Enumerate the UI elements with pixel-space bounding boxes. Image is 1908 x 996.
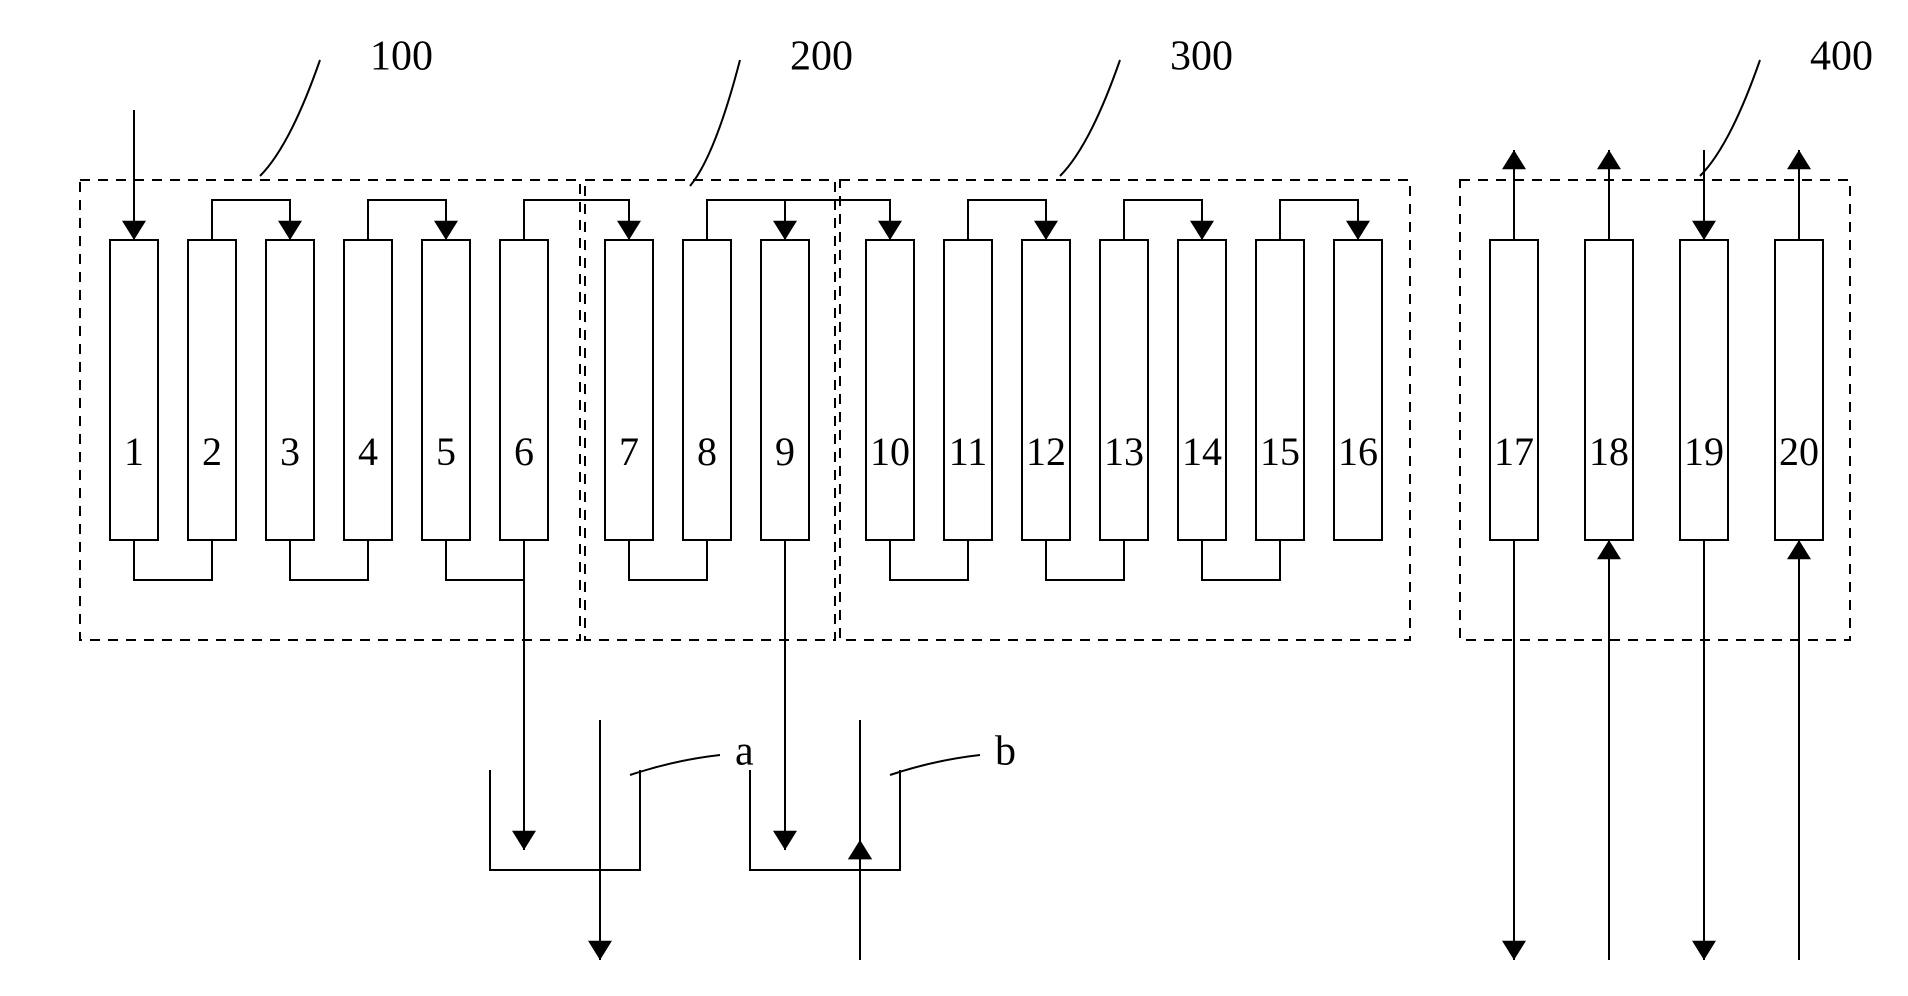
column-14 — [1178, 240, 1226, 540]
column-19 — [1680, 240, 1728, 540]
column-2-label: 2 — [202, 429, 222, 474]
column-2 — [188, 240, 236, 540]
column-10-label: 10 — [870, 429, 910, 474]
column-7 — [605, 240, 653, 540]
column-1 — [110, 240, 158, 540]
group-300-label: 300 — [1170, 34, 1233, 80]
column-8-label: 8 — [697, 429, 717, 474]
column-8 — [683, 240, 731, 540]
column-6-label: 6 — [514, 429, 534, 474]
column-18-label: 18 — [1589, 429, 1629, 474]
column-13-label: 13 — [1104, 429, 1144, 474]
column-4-label: 4 — [358, 429, 378, 474]
column-14-label: 14 — [1182, 429, 1222, 474]
column-11 — [944, 240, 992, 540]
column-5-label: 5 — [436, 429, 456, 474]
column-19-label: 19 — [1684, 429, 1724, 474]
column-17 — [1490, 240, 1538, 540]
group-100-outline — [80, 180, 580, 640]
column-3 — [266, 240, 314, 540]
column-1-label: 1 — [124, 429, 144, 474]
column-6 — [500, 240, 548, 540]
group-400-outline — [1460, 180, 1850, 640]
column-7-label: 7 — [619, 429, 639, 474]
column-18 — [1585, 240, 1633, 540]
tank-b-label: b — [995, 729, 1016, 775]
column-5 — [422, 240, 470, 540]
column-20 — [1775, 240, 1823, 540]
column-10 — [866, 240, 914, 540]
column-16 — [1334, 240, 1382, 540]
group-100-label: 100 — [370, 34, 433, 80]
column-15-label: 15 — [1260, 429, 1300, 474]
tank-a-label: a — [735, 729, 754, 775]
column-3-label: 3 — [280, 429, 300, 474]
column-15 — [1256, 240, 1304, 540]
column-12-label: 12 — [1026, 429, 1066, 474]
column-12 — [1022, 240, 1070, 540]
column-9-label: 9 — [775, 429, 795, 474]
group-200-outline — [585, 180, 835, 640]
column-20-label: 20 — [1779, 429, 1819, 474]
column-9 — [761, 240, 809, 540]
group-400-label: 400 — [1810, 34, 1873, 80]
column-16-label: 16 — [1338, 429, 1378, 474]
column-13 — [1100, 240, 1148, 540]
group-200-label: 200 — [790, 34, 853, 80]
column-4 — [344, 240, 392, 540]
column-17-label: 17 — [1494, 429, 1534, 474]
column-11-label: 11 — [949, 429, 988, 474]
